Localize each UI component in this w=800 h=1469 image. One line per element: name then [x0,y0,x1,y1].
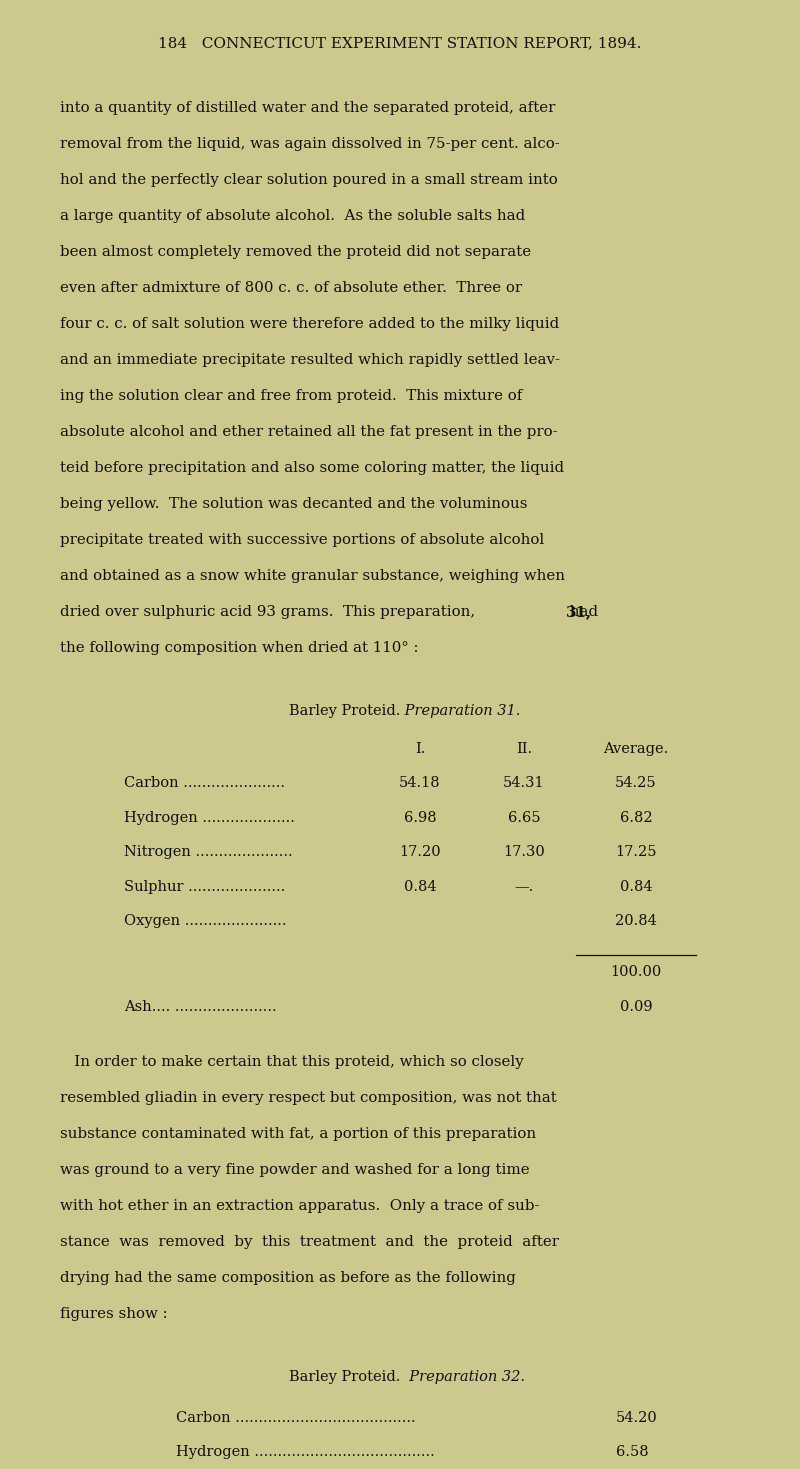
Text: a large quantity of absolute alcohol.  As the soluble salts had: a large quantity of absolute alcohol. As… [60,210,526,223]
Text: being yellow.  The solution was decanted and the voluminous: being yellow. The solution was decanted … [60,497,527,511]
Text: teid before precipitation and also some coloring matter, the liquid: teid before precipitation and also some … [60,461,564,476]
Text: 17.30: 17.30 [503,845,545,859]
Text: Average.: Average. [603,742,669,757]
Text: Preparation 31.: Preparation 31. [400,704,520,718]
Text: substance contaminated with fat, a portion of this preparation: substance contaminated with fat, a porti… [60,1127,536,1141]
Text: absolute alcohol and ether retained all the fat present in the pro-: absolute alcohol and ether retained all … [60,425,558,439]
Text: and an immediate precipitate resulted which rapidly settled leav-: and an immediate precipitate resulted wh… [60,353,560,367]
Text: Barley Proteid.: Barley Proteid. [289,1369,400,1384]
Text: Oxygen ......................: Oxygen ...................... [124,914,286,928]
Text: 20.84: 20.84 [615,914,657,928]
Text: with hot ether in an extraction apparatus.  Only a trace of sub-: with hot ether in an extraction apparatu… [60,1199,539,1213]
Text: 31,: 31, [566,605,593,620]
Text: 6.98: 6.98 [404,811,436,826]
Text: 54.20: 54.20 [616,1410,658,1425]
Text: 100.00: 100.00 [610,965,662,980]
Text: hol and the perfectly clear solution poured in a small stream into: hol and the perfectly clear solution pou… [60,173,558,188]
Text: into a quantity of distilled water and the separated proteid, after: into a quantity of distilled water and t… [60,101,555,116]
Text: 17.25: 17.25 [615,845,657,859]
Text: and obtained as a snow white granular substance, weighing when: and obtained as a snow white granular su… [60,569,565,583]
Text: 0.09: 0.09 [620,999,652,1014]
Text: Sulphur .....................: Sulphur ..................... [124,880,286,895]
Text: dried over sulphuric acid 93 grams.  This preparation,: dried over sulphuric acid 93 grams. This… [60,605,480,620]
Text: 0.84: 0.84 [404,880,436,895]
Text: drying had the same composition as before as the following: drying had the same composition as befor… [60,1271,516,1285]
Text: Ash.... ......................: Ash.... ...................... [124,999,277,1014]
Text: the following composition when dried at 110° :: the following composition when dried at … [60,640,418,655]
Text: was ground to a very fine powder and washed for a long time: was ground to a very fine powder and was… [60,1163,530,1178]
Text: Preparation 32.: Preparation 32. [400,1369,525,1384]
Text: stance  was  removed  by  this  treatment  and  the  proteid  after: stance was removed by this treatment and… [60,1235,559,1250]
Text: Hydrogen ....................: Hydrogen .................... [124,811,295,826]
Text: 0.84: 0.84 [620,880,652,895]
Text: —.: —. [514,880,534,895]
Text: 54.31: 54.31 [503,776,545,790]
Text: In order to make certain that this proteid, which so closely: In order to make certain that this prote… [60,1055,524,1069]
Text: been almost completely removed the proteid did not separate: been almost completely removed the prote… [60,245,531,260]
Text: Carbon .......................................: Carbon .................................… [176,1410,416,1425]
Text: 54.25: 54.25 [615,776,657,790]
Text: precipitate treated with successive portions of absolute alcohol: precipitate treated with successive port… [60,533,544,548]
Text: I.: I. [415,742,425,757]
Text: Nitrogen .....................: Nitrogen ..................... [124,845,293,859]
Text: 6.58: 6.58 [616,1445,649,1460]
Text: Hydrogen .......................................: Hydrogen ...............................… [176,1445,434,1460]
Text: 6.82: 6.82 [620,811,652,826]
Text: removal from the liquid, was again dissolved in 75-per cent. alco-: removal from the liquid, was again disso… [60,138,560,151]
Text: ing the solution clear and free from proteid.  This mixture of: ing the solution clear and free from pro… [60,389,522,404]
Text: 6.65: 6.65 [508,811,540,826]
Text: Carbon ......................: Carbon ...................... [124,776,285,790]
Text: even after admixture of 800 c. c. of absolute ether.  Three or: even after admixture of 800 c. c. of abs… [60,281,522,295]
Text: 54.18: 54.18 [399,776,441,790]
Text: 17.20: 17.20 [399,845,441,859]
Text: figures show :: figures show : [60,1307,168,1322]
Text: four c. c. of salt solution were therefore added to the milky liquid: four c. c. of salt solution were therefo… [60,317,559,332]
Text: II.: II. [516,742,532,757]
Text: resembled gliadin in every respect but composition, was not that: resembled gliadin in every respect but c… [60,1091,557,1106]
Text: 184   CONNECTICUT EXPERIMENT STATION REPORT, 1894.: 184 CONNECTICUT EXPERIMENT STATION REPOR… [158,37,642,51]
Text: Barley Proteid.: Barley Proteid. [289,704,400,718]
Text: had: had [565,605,598,620]
